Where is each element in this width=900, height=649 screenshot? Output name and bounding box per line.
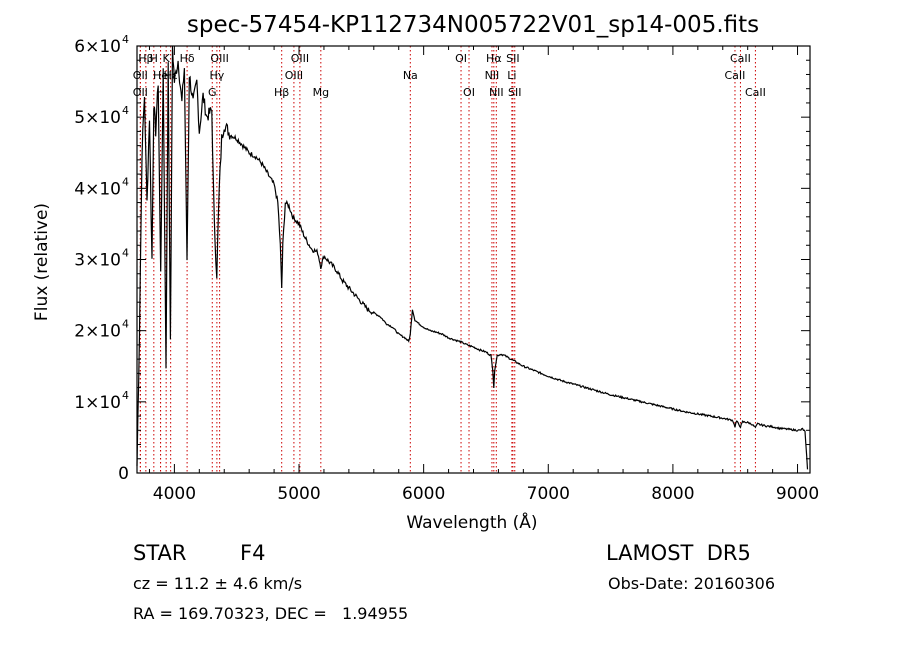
y-tick-exponent-4: 4 xyxy=(122,175,129,188)
line-label-18: OI xyxy=(463,86,475,99)
line-label-20: NII xyxy=(489,86,504,99)
spectral-line-labels: HβOIIOIIHHeHKHεHδGHγOIIIHβOIIIOIIIMgNaOI… xyxy=(133,52,766,99)
x-tick-label-3: 7000 xyxy=(527,484,570,504)
line-label-19: NII xyxy=(485,69,500,82)
x-axis-label: Wavelength (Å) xyxy=(406,511,537,533)
y-tick-label-2: 2×10 xyxy=(74,322,121,342)
object-class: STAR xyxy=(133,541,187,565)
y-tick-label-0: 0 xyxy=(118,464,129,484)
coordinates: RA = 169.70323, DEC = 1.94955 xyxy=(133,604,409,623)
line-label-17: OI xyxy=(455,52,467,65)
line-label-22: SII xyxy=(506,52,519,65)
line-label-27: CaII xyxy=(745,86,766,99)
y-tick-label-4: 4×10 xyxy=(74,179,121,199)
line-label-2: OII xyxy=(133,86,148,99)
line-label-0: Hβ xyxy=(138,52,153,65)
x-axis: 4000 5000 6000 7000 8000 9000 xyxy=(148,46,819,504)
obs-date: Obs-Date: 20160306 xyxy=(608,574,776,593)
line-label-15: Mg xyxy=(313,86,329,99)
line-label-25: CaII xyxy=(725,69,746,82)
x-tick-label-2: 6000 xyxy=(402,484,445,504)
y-tick-label-6: 6×10 xyxy=(74,37,121,57)
y-tick-label-1: 1×10 xyxy=(74,393,121,413)
line-label-23: Li xyxy=(507,69,516,82)
chart-title: spec-57454-KP112734N005722V01_sp14-005.f… xyxy=(187,12,759,38)
x-tick-label-4: 8000 xyxy=(651,484,694,504)
line-label-1: OII xyxy=(133,69,148,82)
plot-frame xyxy=(136,45,811,474)
redshift-text: cz = 11.2 ± 4.6 km/s xyxy=(133,574,303,593)
line-label-21: Hα xyxy=(486,52,502,65)
y-tick-exponent-5: 4 xyxy=(122,104,129,117)
line-label-6: K xyxy=(163,52,171,65)
survey-name: LAMOST DR5 xyxy=(606,541,751,565)
line-label-9: G xyxy=(208,86,217,99)
line-label-16: Na xyxy=(403,69,418,82)
line-label-4: He xyxy=(153,69,168,82)
x-tick-label-1: 5000 xyxy=(277,484,320,504)
line-label-26: CaII xyxy=(730,52,751,65)
y-axis-label: Flux (relative) xyxy=(32,203,52,321)
object-subclass: F4 xyxy=(240,541,266,565)
y-tick-exponent-2: 4 xyxy=(122,318,129,331)
y-tick-exponent-6: 4 xyxy=(122,33,129,46)
line-label-24: SII xyxy=(508,86,521,99)
spectrum-line xyxy=(136,46,809,470)
x-tick-label-5: 9000 xyxy=(776,484,819,504)
y-tick-label-3: 3×10 xyxy=(74,251,121,271)
line-label-14: OIII xyxy=(291,52,309,65)
line-label-7: Hε xyxy=(164,69,178,82)
line-label-11: OIII xyxy=(210,52,228,65)
line-label-12: Hβ xyxy=(274,86,289,99)
line-label-3: H xyxy=(150,52,158,65)
y-tick-exponent-3: 4 xyxy=(122,247,129,260)
line-label-10: Hγ xyxy=(209,69,224,82)
line-label-5: H xyxy=(156,86,164,99)
y-tick-exponent-1: 4 xyxy=(122,389,129,402)
y-tick-label-5: 5×10 xyxy=(74,108,121,128)
line-label-8: Hδ xyxy=(180,52,195,65)
line-label-13: OIII xyxy=(285,69,303,82)
x-tick-label-0: 4000 xyxy=(153,484,196,504)
y-axis: 01×10 42×10 43×10 44×10 45×10 46×10 4 xyxy=(74,33,810,484)
spectral-line-markers xyxy=(139,46,756,473)
